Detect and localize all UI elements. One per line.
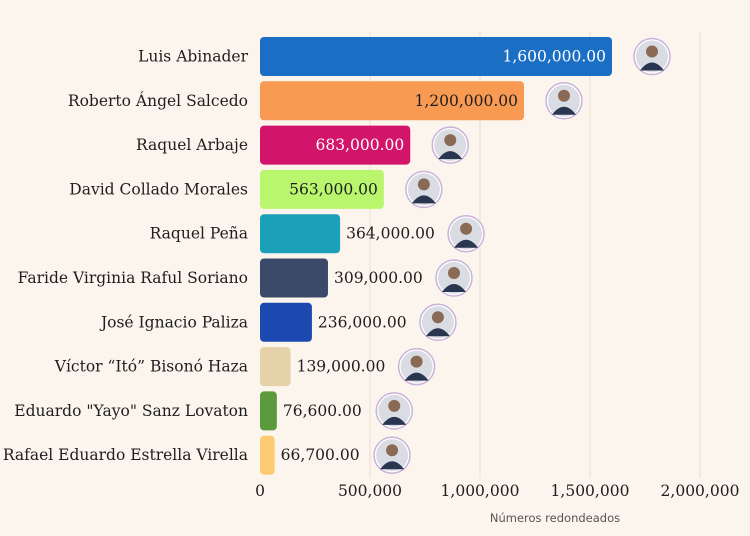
avatar-photo-icon bbox=[545, 82, 583, 120]
x-tick-label: 0 bbox=[255, 482, 265, 500]
avatar-photo-icon bbox=[405, 170, 443, 209]
value-label: 1,600,000.00 bbox=[502, 48, 606, 66]
avatar-photo-icon bbox=[447, 214, 485, 253]
avatar-photo-icon bbox=[419, 303, 457, 342]
category-label: Rafael Eduardo Estrella Virella bbox=[3, 446, 248, 464]
x-tick-label: 2,000,000 bbox=[661, 482, 740, 500]
x-tick-label: 1,500,000 bbox=[551, 482, 630, 500]
bar bbox=[260, 125, 411, 165]
bar bbox=[260, 391, 277, 431]
category-label: Faride Virginia Raful Soriano bbox=[18, 269, 248, 287]
note-text: Números redondeados bbox=[490, 511, 620, 525]
category-label: José Ignacio Paliza bbox=[99, 313, 248, 331]
value-label: 76,600.00 bbox=[283, 402, 362, 420]
bar bbox=[260, 258, 328, 298]
value-label: 139,000.00 bbox=[297, 358, 386, 376]
avatar-photo-icon bbox=[435, 259, 473, 297]
bar bbox=[260, 37, 612, 76]
value-label: 364,000.00 bbox=[346, 225, 435, 243]
avatar-photo-icon bbox=[373, 436, 411, 474]
bar bbox=[260, 81, 524, 121]
bar bbox=[260, 302, 312, 342]
category-label: Roberto Ángel Salcedo bbox=[68, 92, 248, 110]
avatar-photo-icon bbox=[397, 347, 436, 386]
category-label: David Collado Morales bbox=[69, 180, 248, 198]
avatar-photo-icon bbox=[633, 37, 671, 76]
bar bbox=[260, 347, 291, 387]
category-label: Raquel Peña bbox=[150, 225, 248, 243]
bar bbox=[260, 435, 275, 475]
value-label: 66,700.00 bbox=[281, 446, 360, 464]
value-label: 563,000.00 bbox=[289, 180, 378, 198]
avatar-photo-icon bbox=[431, 126, 470, 164]
avatar-photo-icon bbox=[375, 392, 414, 430]
value-label: 309,000.00 bbox=[334, 269, 423, 287]
category-label: Raquel Arbaje bbox=[136, 136, 248, 154]
value-label: 236,000.00 bbox=[318, 313, 407, 331]
bar bbox=[260, 214, 341, 254]
category-label: Víctor “Itó” Bisonó Haza bbox=[54, 358, 248, 376]
x-tick-label: 1,000,000 bbox=[441, 482, 520, 500]
bar bbox=[260, 169, 384, 209]
category-label: Eduardo "Yayo" Sanz Lovaton bbox=[14, 402, 248, 420]
value-label: 1,200,000.00 bbox=[414, 92, 518, 110]
category-label: Luis Abinader bbox=[138, 48, 249, 66]
value-label: 683,000.00 bbox=[316, 136, 405, 154]
x-tick-label: 500,000 bbox=[338, 482, 402, 500]
